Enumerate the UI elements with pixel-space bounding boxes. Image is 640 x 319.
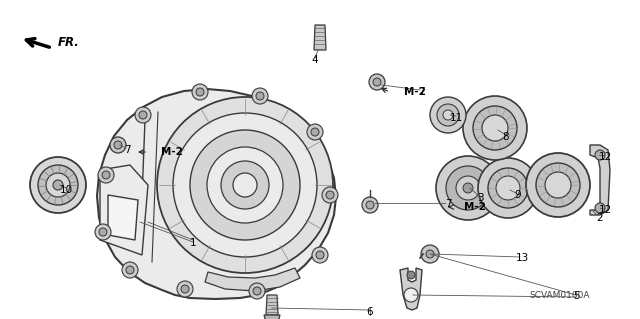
Text: 12: 12 <box>598 152 612 162</box>
Circle shape <box>192 84 208 100</box>
Polygon shape <box>97 89 336 299</box>
Circle shape <box>322 187 338 203</box>
Circle shape <box>256 92 264 100</box>
Text: 2: 2 <box>596 213 604 223</box>
Polygon shape <box>264 315 280 319</box>
Text: 7: 7 <box>445 199 451 209</box>
Circle shape <box>38 165 78 205</box>
Circle shape <box>488 168 528 208</box>
Circle shape <box>526 153 590 217</box>
Circle shape <box>326 191 334 199</box>
Circle shape <box>114 141 122 149</box>
Polygon shape <box>400 268 422 310</box>
Polygon shape <box>266 295 278 315</box>
Circle shape <box>463 96 527 160</box>
Circle shape <box>122 262 138 278</box>
Polygon shape <box>590 145 610 215</box>
Text: 7: 7 <box>124 145 131 155</box>
Circle shape <box>253 287 261 295</box>
Circle shape <box>139 111 147 119</box>
Circle shape <box>135 107 151 123</box>
Circle shape <box>311 128 319 136</box>
Text: 1: 1 <box>189 238 196 248</box>
Text: 5: 5 <box>573 291 579 301</box>
Circle shape <box>110 137 126 153</box>
Circle shape <box>407 271 415 279</box>
Circle shape <box>98 167 114 183</box>
Text: 8: 8 <box>502 132 509 142</box>
Circle shape <box>95 224 111 240</box>
Circle shape <box>307 124 323 140</box>
Circle shape <box>421 245 439 263</box>
Text: 13: 13 <box>515 253 529 263</box>
Circle shape <box>157 97 333 273</box>
Text: 4: 4 <box>312 55 318 65</box>
Circle shape <box>478 158 538 218</box>
Text: 9: 9 <box>515 190 522 200</box>
Circle shape <box>536 163 580 207</box>
Text: M-2: M-2 <box>161 147 183 157</box>
Circle shape <box>53 180 63 190</box>
Circle shape <box>366 201 374 209</box>
Circle shape <box>456 176 480 200</box>
Text: 7: 7 <box>418 87 424 97</box>
Circle shape <box>545 172 571 198</box>
Circle shape <box>430 97 466 133</box>
Circle shape <box>181 285 189 293</box>
Circle shape <box>249 283 265 299</box>
Circle shape <box>496 176 520 200</box>
Text: M-2: M-2 <box>464 202 486 212</box>
Circle shape <box>362 197 378 213</box>
Circle shape <box>404 288 418 302</box>
Circle shape <box>436 156 500 220</box>
Polygon shape <box>314 25 326 50</box>
Circle shape <box>595 203 605 213</box>
Text: 10: 10 <box>60 185 72 195</box>
Circle shape <box>463 183 473 193</box>
Circle shape <box>473 106 517 150</box>
Circle shape <box>46 173 70 197</box>
Circle shape <box>443 110 453 120</box>
Text: FR.: FR. <box>58 36 80 49</box>
Circle shape <box>221 161 269 209</box>
Text: 12: 12 <box>598 205 612 215</box>
Circle shape <box>252 88 268 104</box>
Circle shape <box>482 115 508 141</box>
Circle shape <box>233 173 257 197</box>
Circle shape <box>595 150 605 160</box>
Circle shape <box>369 74 385 90</box>
Circle shape <box>30 157 86 213</box>
Circle shape <box>207 147 283 223</box>
Text: 3: 3 <box>477 193 483 203</box>
Circle shape <box>316 251 324 259</box>
Circle shape <box>437 104 459 126</box>
Text: 6: 6 <box>367 307 373 317</box>
Text: M-2: M-2 <box>404 87 426 97</box>
Circle shape <box>373 78 381 86</box>
Circle shape <box>177 281 193 297</box>
Circle shape <box>190 130 300 240</box>
Circle shape <box>446 166 490 210</box>
Text: 11: 11 <box>449 113 463 123</box>
Circle shape <box>99 228 107 236</box>
Text: SCVAM0100A: SCVAM0100A <box>530 291 590 300</box>
Circle shape <box>312 247 328 263</box>
Circle shape <box>173 113 317 257</box>
Polygon shape <box>108 195 138 240</box>
Polygon shape <box>100 165 148 255</box>
Polygon shape <box>205 268 300 291</box>
Circle shape <box>126 266 134 274</box>
Circle shape <box>196 88 204 96</box>
Circle shape <box>102 171 110 179</box>
Circle shape <box>426 250 434 258</box>
